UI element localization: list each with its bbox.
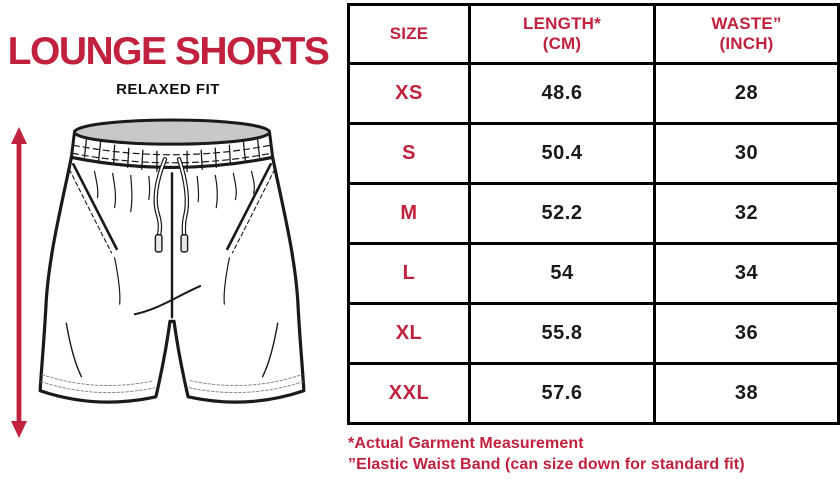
product-subtitle: RELAXED FIT — [116, 81, 220, 98]
table-row-xxl-size: XXL — [350, 362, 468, 422]
table-row-l-size: L — [350, 242, 468, 302]
table-row-xs-waist: 28 — [653, 62, 837, 122]
table-row-xl-waist: 36 — [653, 302, 837, 362]
footnote-length: *Actual Garment Measurement — [348, 435, 584, 452]
size-chart-table: SIZE LENGTH* (CM) WASTE” (INCH) XS 48.6 … — [347, 3, 840, 425]
col-header-length: LENGTH* (CM) — [468, 6, 653, 62]
length-measure-arrow-icon — [11, 127, 27, 438]
table-row-l-waist: 34 — [653, 242, 837, 302]
table-row-s-waist: 30 — [653, 122, 837, 182]
table-row-xl-size: XL — [350, 302, 468, 362]
table-row-xxl-waist: 38 — [653, 362, 837, 422]
col-header-waist: WASTE” (INCH) — [653, 6, 837, 62]
table-row-xxl-length: 57.6 — [468, 362, 653, 422]
table-row-s-size: S — [350, 122, 468, 182]
table-row-m-length: 52.2 — [468, 182, 653, 242]
product-title: LOUNGE SHORTS — [7, 30, 330, 73]
table-row-l-length: 54 — [468, 242, 653, 302]
footnote-waist: ”Elastic Waist Band (can size down for s… — [348, 456, 745, 473]
table-row-xl-length: 55.8 — [468, 302, 653, 362]
brand-block: LOUNGE SHORTS RELAXED FIT — [0, 30, 336, 98]
shorts-technical-sketch — [38, 118, 306, 404]
table-row-m-size: M — [350, 182, 468, 242]
footnotes: *Actual Garment Measurement ”Elastic Wai… — [348, 433, 838, 475]
col-header-size: SIZE — [389, 24, 429, 43]
table-row-m-waist: 32 — [653, 182, 837, 242]
table-row-xs-size: XS — [350, 62, 468, 122]
table-row-xs-length: 48.6 — [468, 62, 653, 122]
table-row-s-length: 50.4 — [468, 122, 653, 182]
